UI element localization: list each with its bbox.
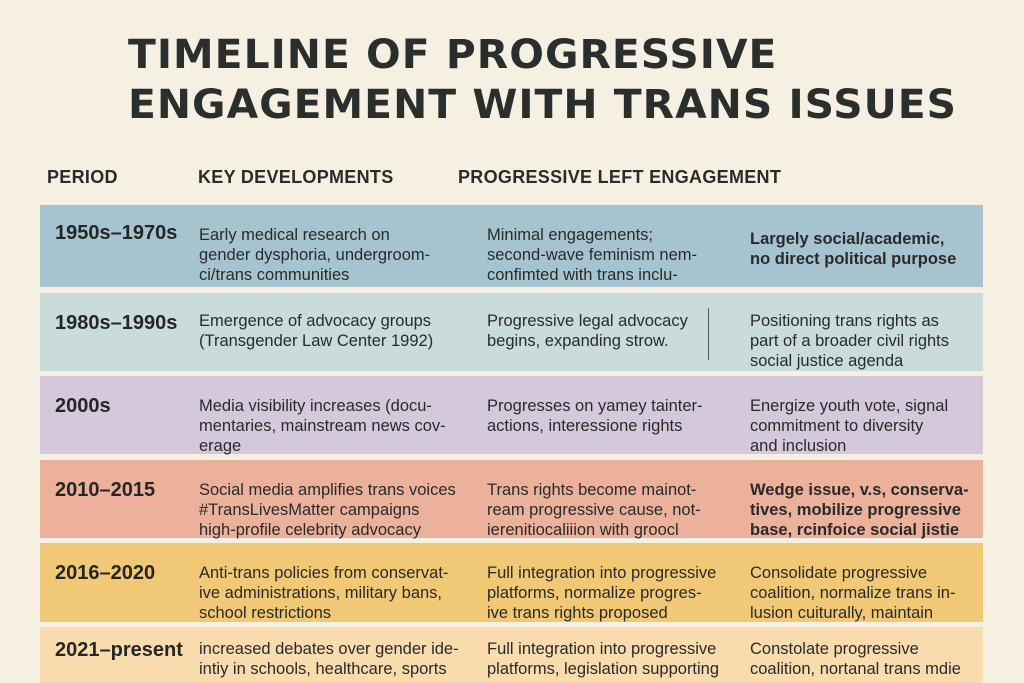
engagement-cell: Trans rights become mainot- ream progres… — [487, 481, 701, 539]
key-developments-cell: increased debates over gender ide- intiy… — [199, 640, 459, 678]
engagement-cell: Progresses on yamey tainter- actions, in… — [487, 397, 703, 435]
period-label: 2016–2020 — [55, 562, 156, 584]
page-title: TIMELINE OF PROGRESSIVE ENGAGEMENT WITH … — [128, 32, 958, 128]
key-developments-cell: Media visibility increases (docu- mentar… — [199, 397, 446, 455]
table-row: 2000s Media visibility increases (docu- m… — [40, 376, 983, 455]
key-developments-cell: Early medical research on gender dysphor… — [199, 226, 431, 284]
key-developments-cell: Anti-trans policies from conservat- ive … — [199, 564, 449, 622]
divider — [708, 308, 709, 360]
period-label: 2010–2015 — [55, 479, 156, 501]
period-label: 2000s — [55, 395, 111, 417]
purpose-cell: Constolate progressive coalition, nortan… — [750, 640, 961, 678]
engagement-cell: Full integration into progressive platfo… — [487, 640, 720, 678]
purpose-cell: Energize youth vote, signal commitment t… — [750, 397, 949, 455]
purpose-cell: Positioning trans rights as part of a br… — [750, 312, 950, 370]
table-row: 1980s–1990s Emergence of advocacy groups … — [40, 293, 983, 371]
engagement-cell: Progressive legal advocacy begins, expan… — [487, 312, 688, 350]
header-key-developments: KEY DEVELOPMENTS — [198, 167, 394, 187]
table-row: 2016–2020 Anti-trans policies from conser… — [40, 543, 983, 622]
purpose-cell: Wedge issue, v.s, conserva- tives, mobil… — [750, 481, 969, 539]
header-period: PERIOD — [47, 167, 118, 187]
engagement-cell: Minimal engagements; second-wave feminis… — [487, 226, 697, 284]
period-label: 2021–present — [55, 639, 183, 661]
purpose-cell: Consolidate progressive coalition, norma… — [750, 564, 956, 622]
key-developments-cell: Social media amplifies trans voices #Tra… — [199, 481, 456, 539]
purpose-cell: Largely social/academic, no direct polit… — [750, 230, 957, 268]
period-label: 1950s–1970s — [55, 222, 178, 244]
engagement-cell: Full integration into progressive platfo… — [487, 564, 717, 622]
period-label: 1980s–1990s — [55, 312, 178, 334]
key-developments-cell: Emergence of advocacy groups (Transgende… — [199, 312, 434, 350]
table-row: 1950s–1970s Early medical research on gen… — [40, 205, 983, 287]
header-progressive-engagement: PROGRESSIVE LEFT ENGAGEMENT — [458, 167, 782, 187]
table-row: 2021–present increased debates over gende… — [40, 627, 983, 683]
table-row: 2010–2015 Social media amplifies trans vo… — [40, 460, 983, 539]
